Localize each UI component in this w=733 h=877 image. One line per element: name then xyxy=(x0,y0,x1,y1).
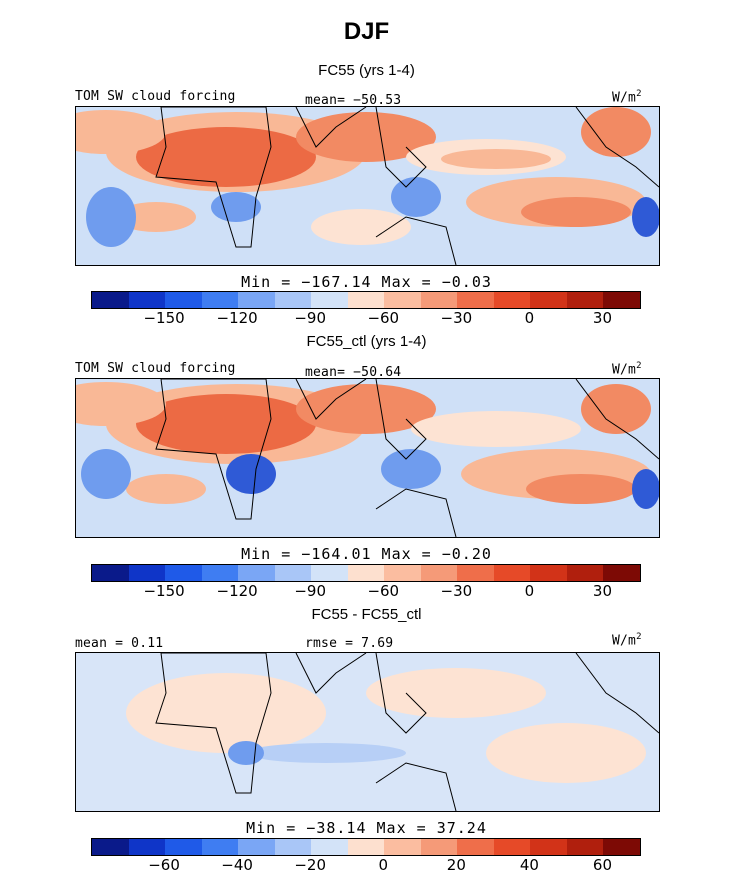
colorbar-swatch xyxy=(420,839,458,855)
colorbar-swatch xyxy=(238,565,275,581)
panel-2-units-label: W/m2 xyxy=(612,361,642,378)
colorbar-swatch xyxy=(92,565,129,581)
colorbar-swatch xyxy=(201,839,239,855)
panel-3-contour-field xyxy=(76,653,659,811)
figure-title: DJF xyxy=(343,18,390,45)
colorbar-swatch xyxy=(457,839,494,855)
panel-2-variable-label: TOM SW cloud forcing xyxy=(75,361,236,376)
colorbar-swatch xyxy=(457,292,494,308)
colorbar-swatch xyxy=(384,839,421,855)
colorbar-swatch xyxy=(311,839,348,855)
colorbar-swatch xyxy=(128,839,166,855)
panel-3-title: FC55 - FC55_ctl xyxy=(311,606,422,623)
colorbar-swatch xyxy=(311,292,348,308)
colorbar-tick-label: 0 xyxy=(524,309,535,327)
colorbar-swatch xyxy=(201,565,239,581)
colorbar-tick-label: −60 xyxy=(367,582,400,600)
panel-2-colorbar xyxy=(91,564,641,582)
colorbar-swatch xyxy=(274,839,312,855)
colorbar-tick-label: 40 xyxy=(519,856,539,874)
panel-1-title: FC55 (yrs 1-4) xyxy=(318,62,415,79)
colorbar-swatch xyxy=(274,292,312,308)
colorbar-swatch xyxy=(274,565,312,581)
colorbar-swatch xyxy=(530,565,567,581)
panel-3-colorbar-ticks: −60 −40 −20 0 20 40 60 xyxy=(91,856,639,874)
panel-3-rmse-label: rmse = 7.69 xyxy=(305,636,394,651)
panel-1-colorbar xyxy=(91,291,641,309)
colorbar-tick-label: 0 xyxy=(378,856,389,874)
panel-1-contour-field xyxy=(76,107,659,265)
colorbar-tick-label: −20 xyxy=(294,856,327,874)
panel-1-variable-label: TOM SW cloud forcing xyxy=(75,89,236,104)
colorbar-swatch xyxy=(165,839,202,855)
colorbar-tick-label: −150 xyxy=(143,309,185,327)
colorbar-tick-label: 30 xyxy=(592,582,612,600)
panel-1-mean-label: mean= −50.53 xyxy=(305,93,402,108)
colorbar-swatch xyxy=(603,292,640,308)
panel-3-map xyxy=(75,652,660,812)
colorbar-swatch xyxy=(92,292,129,308)
colorbar-swatch xyxy=(165,565,202,581)
colorbar-swatch xyxy=(493,292,531,308)
colorbar-swatch xyxy=(311,565,348,581)
colorbar-tick-label: 30 xyxy=(592,309,612,327)
panel-1-map xyxy=(75,106,660,266)
panel-3-mean-label: mean = 0.11 xyxy=(75,636,164,651)
colorbar-tick-label: −40 xyxy=(221,856,253,874)
colorbar-swatch xyxy=(347,292,385,308)
colorbar-swatch xyxy=(128,292,166,308)
panel-1-units-label: W/m2 xyxy=(612,89,642,106)
colorbar-swatch xyxy=(238,292,275,308)
panel-2-mean-label: mean= −50.64 xyxy=(305,365,402,380)
colorbar-swatch xyxy=(457,565,494,581)
colorbar-tick-label: −150 xyxy=(143,582,185,600)
panel-2-contour-field xyxy=(76,379,659,537)
colorbar-swatch xyxy=(165,292,202,308)
colorbar-swatch xyxy=(493,565,531,581)
colorbar-swatch xyxy=(384,565,421,581)
colorbar-swatch xyxy=(603,839,640,855)
panel-2-colorbar-ticks: −150 −120 −90 −60 −30 0 30 xyxy=(91,582,639,600)
colorbar-tick-label: 20 xyxy=(446,856,466,874)
colorbar-swatch xyxy=(530,292,567,308)
panel-3-units-label: W/m2 xyxy=(612,632,642,649)
colorbar-swatch xyxy=(566,839,604,855)
colorbar-tick-label: −30 xyxy=(440,582,473,600)
colorbar-swatch xyxy=(493,839,531,855)
panel-1-minmax: Min = −167.14 Max = −0.03 xyxy=(241,273,492,291)
colorbar-tick-label: −60 xyxy=(367,309,400,327)
colorbar-swatch xyxy=(420,565,458,581)
panel-2-minmax: Min = −164.01 Max = −0.20 xyxy=(241,545,492,563)
colorbar-swatch xyxy=(347,565,385,581)
colorbar-swatch xyxy=(201,292,239,308)
colorbar-swatch xyxy=(384,292,421,308)
panel-3-colorbar xyxy=(91,838,641,856)
colorbar-swatch xyxy=(92,839,129,855)
colorbar-swatch xyxy=(603,565,640,581)
colorbar-swatch xyxy=(420,292,458,308)
colorbar-swatch xyxy=(566,292,604,308)
colorbar-swatch xyxy=(530,839,567,855)
panel-3-minmax: Min = −38.14 Max = 37.24 xyxy=(246,819,487,837)
colorbar-swatch xyxy=(566,565,604,581)
colorbar-tick-label: −60 xyxy=(148,856,180,874)
colorbar-tick-label: −90 xyxy=(294,309,327,327)
colorbar-tick-label: −90 xyxy=(294,582,327,600)
panel-2-title: FC55_ctl (yrs 1-4) xyxy=(306,333,427,350)
colorbar-tick-label: −120 xyxy=(216,582,258,600)
colorbar-tick-label: −120 xyxy=(216,309,258,327)
colorbar-tick-label: 0 xyxy=(524,582,535,600)
panel-2-map xyxy=(75,378,660,538)
colorbar-swatch xyxy=(128,565,166,581)
colorbar-tick-label: −30 xyxy=(440,309,473,327)
panel-1-colorbar-ticks: −150 −120 −90 −60 −30 0 30 xyxy=(91,309,639,327)
colorbar-tick-label: 60 xyxy=(592,856,612,874)
colorbar-swatch xyxy=(238,839,275,855)
colorbar-swatch xyxy=(347,839,385,855)
